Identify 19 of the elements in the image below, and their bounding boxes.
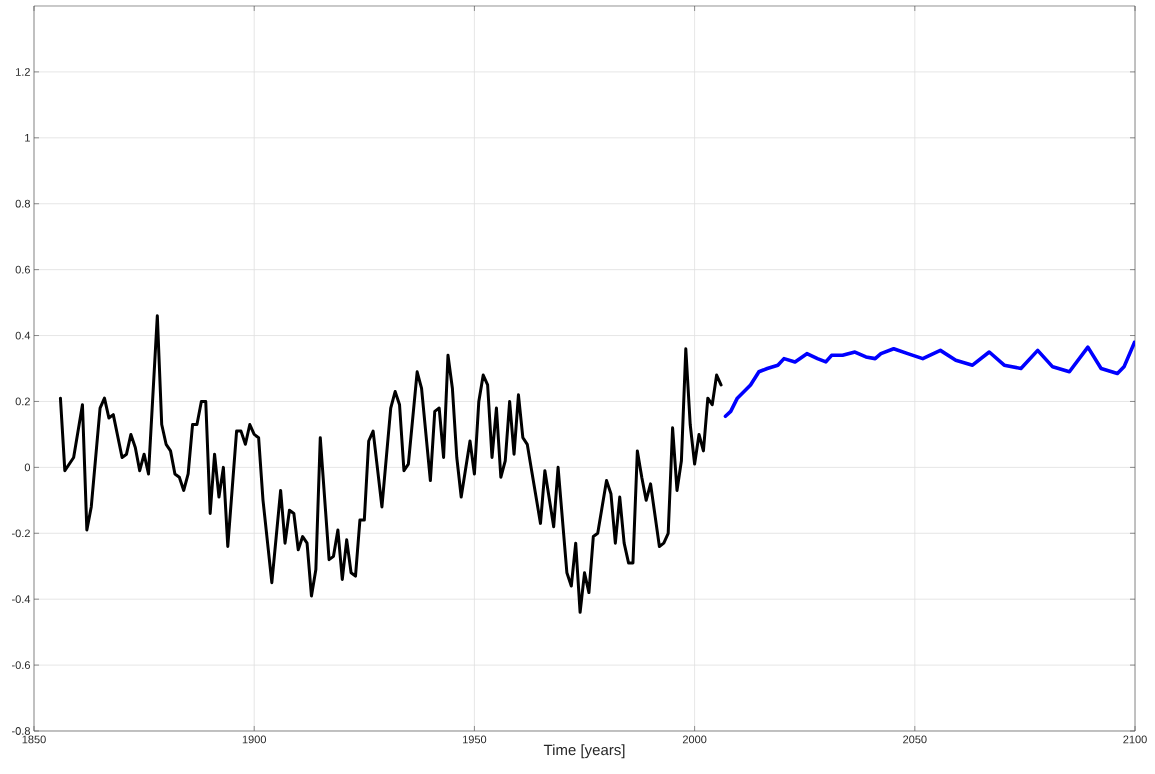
y-tick-label: 1 (25, 134, 30, 142)
x-axis-title: Time [years] (543, 744, 625, 759)
y-tick-label: -0.6 (12, 661, 30, 669)
x-tick-label: 2100 (1123, 735, 1147, 744)
x-tick-label: 1850 (22, 735, 46, 744)
y-tick-label: -0.8 (12, 727, 30, 735)
line-series (58, 314, 723, 614)
x-tick-label: 1950 (463, 735, 487, 744)
y-tick-label: 0 (24, 463, 31, 472)
y-tick-label: -0.4 (12, 595, 31, 604)
y-tick-label: 0.6 (15, 265, 30, 274)
y-tick-label: 0.4 (15, 331, 31, 340)
y-tick-label: 0.2 (15, 397, 30, 406)
y-tick-label: 1.2 (16, 68, 30, 76)
x-tick-label: 2000 (682, 735, 707, 744)
x-tick-label: 1900 (242, 735, 266, 744)
y-tick-label: -0.2 (12, 529, 30, 538)
x-tick-label: 2050 (903, 735, 927, 744)
y-tick-label: 0.8 (15, 199, 30, 208)
